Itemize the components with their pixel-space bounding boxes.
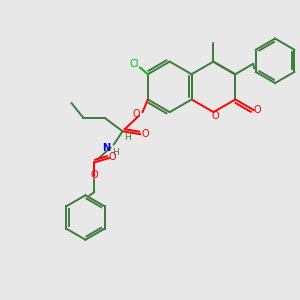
Text: O: O bbox=[109, 152, 117, 162]
Text: O: O bbox=[211, 111, 219, 121]
Text: Cl: Cl bbox=[130, 59, 139, 69]
Text: H: H bbox=[124, 133, 131, 142]
Text: H: H bbox=[112, 148, 119, 157]
Text: O: O bbox=[91, 170, 98, 180]
Text: N: N bbox=[102, 142, 110, 153]
Text: O: O bbox=[254, 105, 261, 115]
Text: O: O bbox=[133, 109, 140, 119]
Text: O: O bbox=[141, 129, 149, 139]
